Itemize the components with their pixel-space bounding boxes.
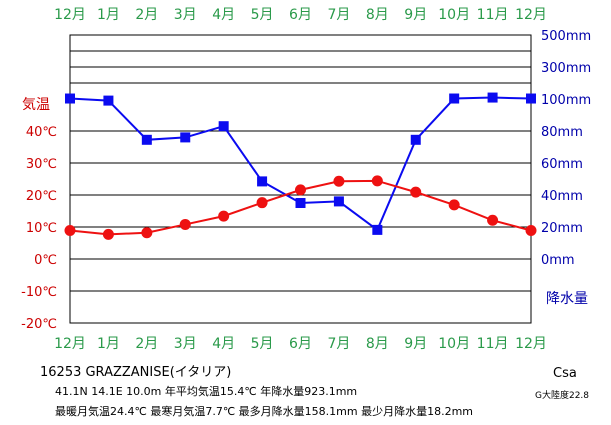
top-month-labels: 12月 1月 2月 3月 4月 5月 6月 7月 8月 9月 10月 11月 12月	[54, 7, 547, 23]
precipitation-point	[218, 121, 229, 132]
temperature-point	[333, 175, 345, 187]
precipitation-tick-label: 80mm	[541, 125, 583, 140]
precipitation-point	[141, 134, 152, 145]
precipitation-point	[103, 95, 114, 106]
temperature-point	[410, 186, 422, 198]
temperature-point	[179, 218, 191, 230]
precipitation-axis-title: 降水量	[546, 291, 588, 307]
top-month-label: 2月	[135, 7, 158, 23]
station-coordinates-summary: 41.1N 14.1E 10.0m 年平均気温15.4℃ 年降水量923.1mm	[55, 385, 358, 398]
precipitation-point	[372, 224, 383, 235]
precipitation-point	[333, 196, 344, 207]
precipitation-tick-label: 500mm	[541, 29, 591, 44]
top-month-label: 1月	[97, 7, 120, 23]
precipitation-tick-label: 300mm	[541, 61, 591, 76]
precipitation-tick-label: 20mm	[541, 221, 583, 236]
precipitation-line	[69, 96, 532, 232]
precipitation-tick-label: 40mm	[541, 189, 583, 204]
bottom-month-label: 12月	[54, 336, 86, 352]
temperature-point	[371, 175, 383, 187]
temperature-series	[64, 175, 537, 240]
top-month-label: 12月	[515, 7, 547, 23]
bottom-month-label: 7月	[327, 336, 350, 352]
bottom-month-label: 5月	[251, 336, 274, 352]
temperature-tick-label: 40℃	[26, 125, 57, 140]
precipitation-tick-label: 60mm	[541, 157, 583, 172]
bottom-month-label: 8月	[366, 336, 389, 352]
bottom-month-label: 10月	[438, 336, 470, 352]
station-title: 16253 GRAZZANISE(イタリア)	[40, 365, 232, 380]
bottom-month-label: 9月	[404, 336, 427, 352]
temperature-point	[448, 199, 460, 211]
temperature-point	[102, 228, 114, 240]
temperature-tick-label: -20℃	[21, 317, 57, 332]
precipitation-point	[257, 176, 268, 187]
temperature-tick-label: 10℃	[26, 221, 57, 236]
bottom-month-label: 1月	[97, 336, 120, 352]
precipitation-tick-label: 0mm	[541, 253, 575, 268]
bottom-month-label: 12月	[515, 336, 547, 352]
precipitation-point	[295, 198, 306, 208]
climate-chart: 12月 1月 2月 3月 4月 5月 6月 7月 8月 9月 10月 11月 12月 12月 1月 2月 3月…	[21, 7, 591, 352]
station-extremes-summary: 最暖月気温24.4℃ 最寒月気温7.7℃ 最多月降水量158.1mm 最少月降水…	[55, 405, 474, 418]
top-month-label: 6月	[289, 7, 312, 23]
temperature-point	[295, 184, 306, 196]
precipitation-point	[65, 93, 75, 104]
temperature-point	[218, 210, 230, 222]
temperature-tick-label: 0℃	[34, 253, 57, 268]
temperature-axis-labels: 40℃ 30℃ 20℃ 10℃ 0℃ -10℃ -20℃	[21, 125, 57, 332]
top-month-label: 3月	[174, 7, 197, 23]
top-month-label: 7月	[327, 7, 350, 23]
precipitation-axis-labels: 500mm 300mm 100mm 80mm 60mm 40mm 20mm 0mm	[541, 29, 591, 268]
top-month-label: 8月	[366, 7, 389, 23]
top-month-label: 10月	[438, 7, 470, 23]
bottom-month-label: 4月	[212, 336, 235, 352]
top-month-label: 11月	[477, 7, 509, 23]
temperature-point	[525, 225, 537, 237]
top-month-label: 9月	[404, 7, 427, 23]
bottom-month-labels: 12月 1月 2月 3月 4月 5月 6月 7月 8月 9月 10月 11月 12月	[54, 336, 547, 352]
temperature-tick-label: 30℃	[26, 157, 57, 172]
temperature-point	[141, 227, 153, 239]
temperature-tick-label: 20℃	[26, 189, 57, 204]
temperature-point	[256, 197, 268, 209]
precipitation-point	[487, 92, 498, 103]
precipitation-point	[526, 93, 536, 104]
bottom-month-label: 6月	[289, 336, 312, 352]
precipitation-series	[65, 92, 536, 235]
top-month-label: 12月	[54, 7, 86, 23]
bottom-month-label: 3月	[174, 336, 197, 352]
precipitation-point	[410, 134, 421, 145]
top-month-label: 4月	[212, 7, 235, 23]
temperature-point	[64, 225, 76, 237]
continentality-index: G大陸度22.8	[535, 391, 590, 401]
precipitation-point	[449, 93, 460, 104]
precipitation-tick-label: 100mm	[541, 93, 591, 108]
precipitation-point	[180, 132, 191, 143]
plot-frame	[69, 34, 532, 324]
temperature-axis-title: 気温	[22, 97, 50, 113]
top-month-label: 5月	[251, 7, 274, 23]
grid-lines	[69, 34, 532, 324]
bottom-month-label: 11月	[477, 336, 509, 352]
climate-classification: Csa	[553, 366, 577, 381]
temperature-point	[487, 214, 499, 226]
temperature-tick-label: -10℃	[21, 285, 57, 300]
bottom-month-label: 2月	[135, 336, 158, 352]
